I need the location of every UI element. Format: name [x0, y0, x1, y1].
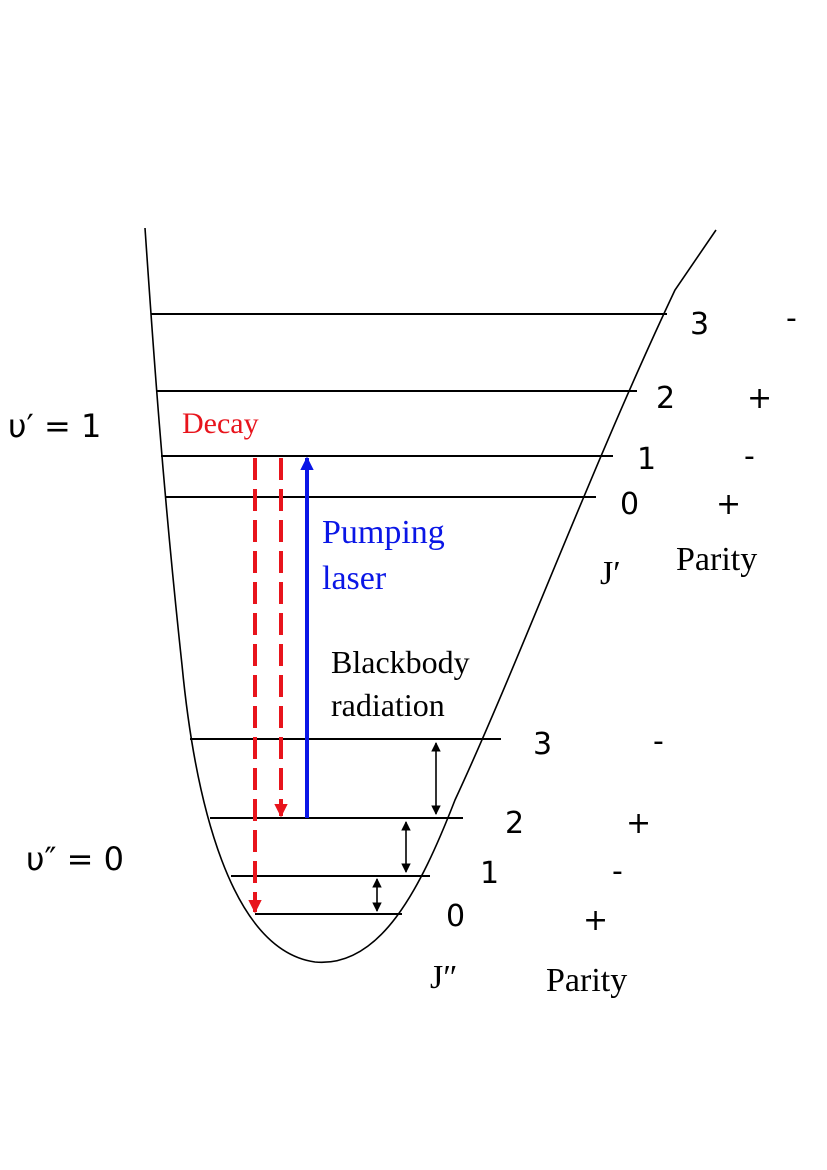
lower-j2: 2 — [505, 806, 524, 841]
upper-levels — [151, 313, 667, 498]
upper-j1: 1 — [637, 442, 656, 477]
decay-label: Decay — [182, 407, 259, 440]
lower-parity-j1: - — [612, 854, 623, 889]
upper-j3: 3 — [690, 307, 709, 342]
potential-curve — [144, 227, 717, 963]
blackbody-label-line1: Blackbody — [331, 644, 470, 680]
pumping-label-line1: Pumping — [322, 514, 445, 551]
upper-parity-j1: - — [744, 439, 755, 474]
pumping-label-line2: laser — [322, 560, 387, 597]
lower-parity-label: Parity — [546, 962, 627, 999]
lower-j-label: J″ — [430, 959, 457, 996]
upper-j-label: J′ — [600, 555, 621, 592]
lower-parity-j0: + — [583, 903, 608, 938]
upper-parity-j0: + — [716, 487, 741, 522]
lower-j0: 0 — [446, 899, 465, 934]
upper-j2: 2 — [656, 381, 675, 416]
upper-j0: 0 — [620, 487, 639, 522]
lower-parity-j2: + — [626, 806, 651, 841]
lower-j3: 3 — [533, 727, 552, 762]
upper-parity-j3: - — [786, 301, 797, 336]
upper-parity-label: Parity — [676, 541, 757, 578]
blackbody-label-line2: radiation — [331, 687, 445, 723]
lower-state-label: υ″ = 0 — [26, 840, 124, 878]
upper-parity-j2: + — [747, 381, 772, 416]
lower-j1: 1 — [480, 856, 499, 891]
upper-state-label: υ′ = 1 — [8, 407, 101, 445]
lower-levels — [190, 738, 501, 915]
lower-parity-j3: - — [653, 724, 664, 759]
